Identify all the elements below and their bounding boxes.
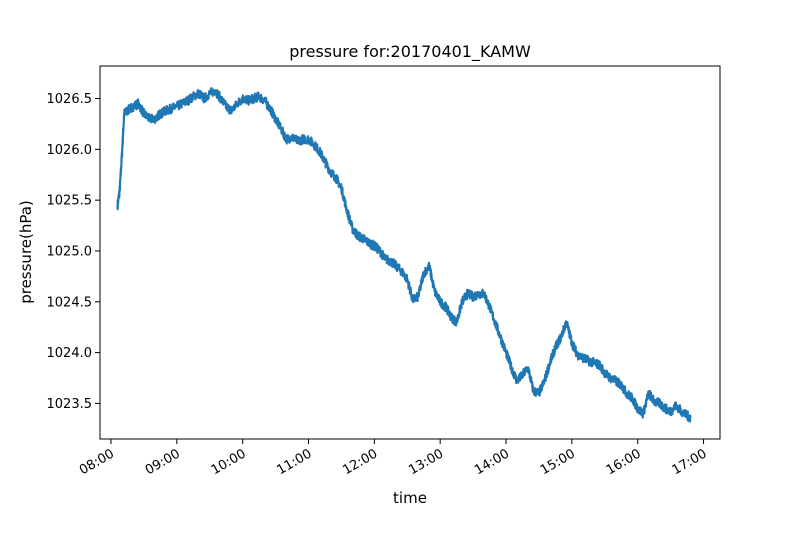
y-tick-label: 1026.5	[47, 92, 93, 107]
chart-title: pressure for:20170401_KAMW	[289, 42, 531, 62]
plot-area	[116, 87, 692, 423]
y-axis: 1023.5 1024.0 1024.5 1025.0 1025.5 1026.0 1026…	[47, 92, 100, 412]
series-line-pressure	[116, 87, 692, 423]
y-tick-label: 1026.0	[47, 143, 93, 158]
y-tick-label: 1024.0	[47, 346, 93, 361]
y-tick-label: 1025.0	[47, 244, 93, 259]
x-axis-title: time	[393, 489, 427, 507]
axes-frame	[99, 65, 721, 440]
y-tick-label: 1024.5	[47, 295, 93, 310]
y-axis-title: pressure(hPa)	[17, 200, 35, 304]
y-tick-label: 1023.5	[47, 397, 93, 412]
y-tick-label: 1025.5	[47, 194, 93, 209]
